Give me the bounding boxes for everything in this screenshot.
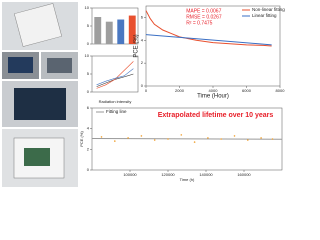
series-line [96,61,134,89]
point [247,139,249,141]
series-line [96,73,134,87]
photo-panel [8,57,33,73]
legend-label: Fitting line [106,109,127,114]
point [140,135,143,137]
series-line [145,10,272,47]
bar [117,19,125,44]
photos [2,2,78,187]
bar [94,17,102,44]
series-line [91,137,283,140]
bar [105,21,113,44]
y-tick-label: 0 [87,89,90,94]
annotation: R² = 0.7475 [186,20,212,26]
x-tick-label: 4000 [209,88,219,93]
page: 0 5 10 0 5 10 Radiation intensity 0 2 4 6 0 2000 4000… [2,2,286,187]
point [167,138,169,140]
x-axis-label: Time (h) [180,177,195,182]
point [114,140,116,142]
y-tick-label: 0 [87,167,90,172]
annotation: MAPE = 0.0067 [186,8,221,14]
y-tick-label: 10 [85,53,90,58]
x-tick-label: 6000 [242,88,252,93]
x-tick-label: 0 [145,88,148,93]
x-axis-label: Time (Hour) [197,94,229,100]
legend-label: Non-linear fitting [252,7,285,12]
y-tick-label: 2 [87,146,90,151]
y-tick-label: 4 [141,37,144,42]
plot-frame [91,55,139,93]
x-tick-label: 140000 [199,172,213,177]
y-tick-label: 5 [87,71,90,76]
x-tick-label: 8000 [276,88,286,93]
point [207,137,209,139]
x-tick-label: 120000 [161,172,175,177]
y-tick-label: 6 [87,105,90,110]
series-line [96,68,134,86]
point [220,138,222,140]
y-tick-label: 6 [141,14,144,19]
y-tick-label: 4 [87,126,90,131]
series-line [145,34,272,46]
point [233,135,236,137]
point [260,137,262,139]
y-axis-label: PCE (%) [79,131,84,147]
x-tick-label: 160000 [237,172,251,177]
photo-device [13,3,63,47]
point [180,134,183,136]
point [271,138,274,140]
y-tick-label: 10 [85,5,90,10]
y-tick-label: 0 [141,83,144,88]
photo-circuit [24,148,50,166]
point [100,136,103,138]
photo-panel [14,88,66,120]
x-axis-label: Radiation intensity [99,99,132,104]
point [193,141,196,143]
annotation: RMSE = 0.0267 [186,14,222,20]
y-tick-label: 0 [87,41,90,46]
x-tick-label: 2000 [175,88,185,93]
point [127,137,129,139]
x-tick-label: 100000 [123,172,137,177]
legend-label: Linear fitting [252,13,277,18]
y-axis-label: PCE (%) [134,34,140,57]
chart-title: Extrapolated lifetime over 10 years [158,112,274,119]
figure: 0 5 10 0 5 10 Radiation intensity 0 2 4 6 0 2000 4000… [2,2,286,187]
photo-panel [47,58,72,73]
y-tick-label: 5 [87,23,90,28]
point [153,139,156,141]
bar [128,15,136,44]
y-tick-label: 2 [141,60,144,65]
